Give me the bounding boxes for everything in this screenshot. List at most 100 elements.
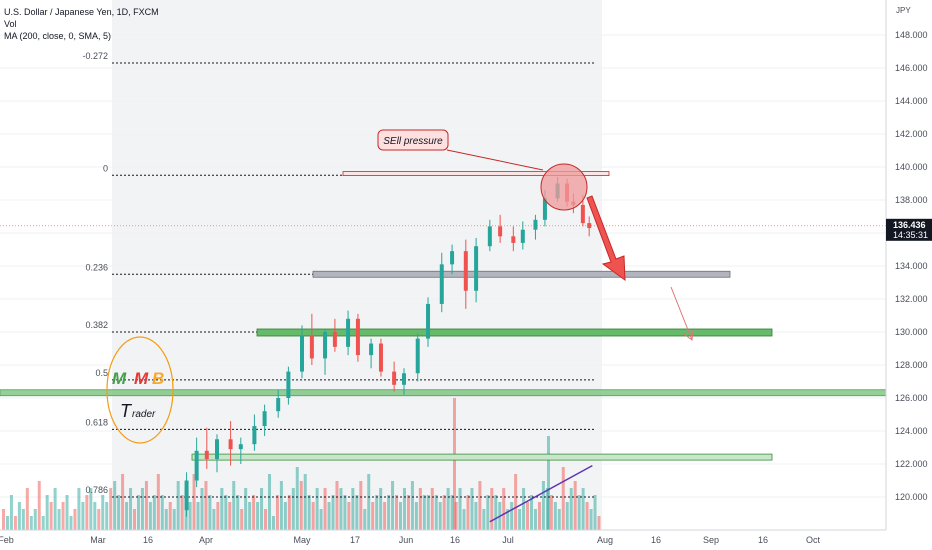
candle-body [323, 332, 328, 359]
volume-bar [13, 516, 17, 530]
support-zone-126[interactable] [0, 389, 887, 397]
volume-bar [204, 481, 208, 530]
volume-bar [275, 495, 279, 530]
volume-bar [133, 509, 137, 530]
fib-level-label: 0 [103, 163, 108, 173]
fib-level-label: 0.786 [85, 485, 108, 495]
volume-bar [486, 495, 490, 530]
volume-bar [5, 516, 9, 530]
currency-label: JPY [896, 6, 911, 15]
volume-bar [402, 488, 406, 530]
volume-bar [240, 509, 244, 530]
volume-bar [597, 516, 601, 530]
volume-bar [589, 509, 593, 530]
volume-bar [319, 509, 323, 530]
volume-bar [140, 488, 144, 530]
candle-body [511, 236, 516, 243]
volume-bar [510, 502, 514, 530]
logo-ring [106, 336, 174, 444]
volume-bar [470, 488, 474, 530]
volume-bar [109, 488, 113, 530]
volume-bar [176, 481, 180, 530]
price-tick-label: 140.000 [895, 162, 928, 172]
candle-body [402, 373, 406, 385]
last-price-badge[interactable] [886, 218, 932, 241]
volume-bar [494, 495, 498, 530]
callout-box[interactable] [377, 129, 449, 151]
volume-bar [371, 502, 375, 530]
volume-indicator-label[interactable]: Vol [4, 19, 17, 29]
chart-legend: U.S. Dollar / Japanese Yen, 1D, FXCM Vol… [4, 6, 159, 42]
volume-bar [188, 502, 192, 530]
volume-bar [25, 488, 29, 530]
candle-body [332, 332, 337, 347]
candle-body [587, 223, 592, 229]
time-axis[interactable] [0, 530, 886, 550]
price-tick-label: 144.000 [895, 96, 928, 106]
symbol-title[interactable]: U.S. Dollar / Japanese Yen, 1D, FXCM [4, 7, 159, 17]
support-zone-122[interactable] [191, 453, 773, 461]
volume-bar [271, 516, 275, 530]
price-tick-label: 148.000 [895, 30, 928, 40]
price-tick-label: 134.000 [895, 261, 928, 271]
volume-bar [593, 495, 597, 530]
volume-bar [260, 488, 264, 530]
volume-bar [228, 502, 232, 530]
sell-pressure-circle[interactable] [540, 163, 588, 211]
volume-bar [256, 502, 260, 530]
volume-bar [426, 495, 430, 530]
candle-body [439, 264, 444, 304]
price-tick-label: 138.000 [895, 195, 928, 205]
volume-bar [61, 502, 65, 530]
volume-bar [53, 488, 57, 530]
support-zone-130[interactable] [256, 328, 773, 337]
last-price-text: 136.436 [893, 220, 926, 230]
price-tick-label: 130.000 [895, 327, 928, 337]
volume-bar [307, 495, 311, 530]
candle-body [378, 343, 383, 372]
volume-bar [216, 502, 220, 530]
volume-bar [303, 474, 307, 530]
volume-bar [208, 495, 212, 530]
volume-bar [537, 502, 541, 530]
volume-bar [530, 495, 534, 530]
price-axis[interactable] [886, 0, 932, 550]
volume-bar [585, 502, 589, 530]
volume-bar [573, 481, 577, 530]
volume-bar [561, 467, 565, 530]
resistance-zone-139[interactable] [342, 171, 610, 177]
logo-letter: M [134, 369, 149, 388]
candle-body [262, 411, 267, 427]
candle-body [450, 251, 455, 265]
fib-level-label: 0.5 [95, 368, 108, 378]
volume-bar [375, 495, 379, 530]
volume-bar [478, 481, 482, 530]
volume-bar [244, 488, 248, 530]
session-highlight [112, 0, 602, 530]
candle-body [276, 398, 281, 412]
candle-body [228, 439, 233, 450]
ma-indicator-label[interactable]: MA (200, close, 0, SMA, 5) [4, 31, 112, 41]
time-tick-label: 16 [143, 535, 153, 545]
time-tick-label: 16 [450, 535, 460, 545]
volume-bar [387, 495, 391, 530]
downtrend-arrow[interactable] [586, 195, 626, 282]
volume-bar [29, 516, 33, 530]
volume-bar [113, 481, 117, 530]
volume-bar [533, 509, 537, 530]
volume-bar [69, 516, 73, 530]
volume-bar [418, 488, 422, 530]
volume-bar [359, 481, 363, 530]
support-zone-133[interactable] [312, 270, 731, 278]
candle-body [392, 371, 397, 385]
time-tick-label: 17 [350, 535, 360, 545]
candle-body [215, 439, 219, 460]
volume-bar [446, 488, 450, 530]
volume-bar [37, 481, 41, 530]
target-arrow[interactable] [670, 286, 694, 341]
price-tick-label: 122.000 [895, 459, 928, 469]
volume-bar [17, 502, 21, 530]
volume-bar [295, 467, 299, 530]
volume-bar [410, 481, 414, 530]
